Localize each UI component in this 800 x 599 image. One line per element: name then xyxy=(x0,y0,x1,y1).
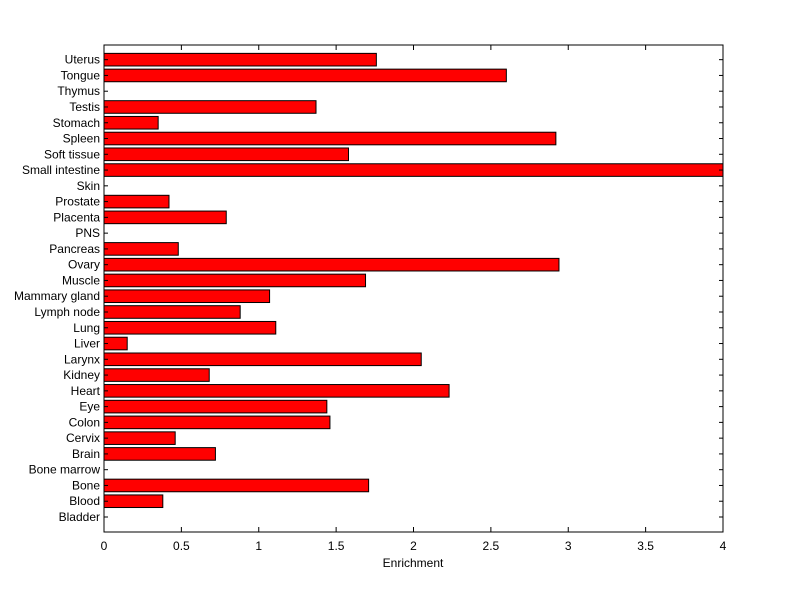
x-tick-label: 0.5 xyxy=(173,539,190,553)
y-tick-label: Brain xyxy=(72,447,100,461)
y-tick-label: Prostate xyxy=(55,195,100,209)
y-tick-label: Colon xyxy=(69,415,100,429)
y-tick-label: Testis xyxy=(69,100,100,114)
x-tick-label: 1.5 xyxy=(328,539,345,553)
y-tick-label: Larynx xyxy=(64,352,100,366)
bar-heart xyxy=(103,384,450,398)
y-tick-label: PNS xyxy=(75,226,100,240)
y-tick-label: Muscle xyxy=(62,273,100,287)
bar-muscle xyxy=(103,273,367,288)
y-tick-label: Heart xyxy=(71,384,101,398)
x-tick-label: 3.5 xyxy=(637,539,654,553)
y-tick-label: Blood xyxy=(69,494,100,508)
y-tick-label: Placenta xyxy=(53,210,100,224)
bar-eye xyxy=(103,399,328,414)
x-tick-label: 1 xyxy=(255,539,262,553)
y-tick-label: Mammary gland xyxy=(14,289,100,303)
y-tick-label: Lymph node xyxy=(34,305,100,319)
x-tick-label: 2.5 xyxy=(483,539,500,553)
y-tick-label: Bladder xyxy=(59,510,100,524)
x-tick-label: 4 xyxy=(720,539,727,553)
bar-placenta xyxy=(103,210,227,225)
y-tick-label: Uterus xyxy=(65,53,100,67)
y-tick-label: Tongue xyxy=(61,68,101,82)
y-tick-label: Bone xyxy=(72,478,100,492)
x-axis-label: Enrichment xyxy=(383,556,444,570)
x-tick-label: 0 xyxy=(101,539,108,553)
bar-prostate xyxy=(103,194,170,209)
bar-mammary-gland xyxy=(103,289,271,304)
bar-blood xyxy=(103,494,164,509)
y-tick-label: Stomach xyxy=(53,116,100,130)
bar-small-intestine xyxy=(103,163,724,177)
bar-soft-tissue xyxy=(103,147,350,162)
bar-kidney xyxy=(103,368,210,382)
y-tick-label: Soft tissue xyxy=(44,147,100,161)
bar-stomach xyxy=(103,115,159,130)
bar-bone xyxy=(103,478,370,493)
y-tick-label: Cervix xyxy=(66,431,100,445)
bar-lung xyxy=(103,320,277,335)
y-tick-label: Lung xyxy=(73,321,100,335)
bar-uterus xyxy=(103,52,377,67)
bar-tongue xyxy=(103,68,507,83)
x-axis-ticks: 0 0.5 1 1.5 2 2.5 3 3.5 4 xyxy=(101,45,727,553)
y-tick-label: Thymus xyxy=(57,84,100,98)
y-tick-label: Eye xyxy=(79,400,100,414)
x-tick-label: 2 xyxy=(410,539,417,553)
plot-frame xyxy=(103,44,724,533)
y-tick-label: Small intestine xyxy=(22,163,100,177)
bar-ovary xyxy=(103,257,560,272)
x-tick-label: 3 xyxy=(565,539,572,553)
bar-lymph-node xyxy=(103,305,241,319)
bar-brain xyxy=(103,447,216,461)
bar-testis xyxy=(103,100,317,114)
bar-colon xyxy=(103,415,331,430)
y-tick-label: Pancreas xyxy=(49,242,100,256)
bar-spleen xyxy=(103,131,557,146)
y-tick-label: Liver xyxy=(74,337,100,351)
y-tick-label: Bone marrow xyxy=(29,463,101,477)
y-tick-label: Kidney xyxy=(63,368,100,382)
bar-pancreas xyxy=(103,242,179,256)
y-tick-label: Skin xyxy=(77,179,100,193)
y-tick-label: Ovary xyxy=(68,258,100,272)
bar-larynx xyxy=(103,352,422,367)
bar-cervix xyxy=(103,431,176,445)
y-tick-label: Spleen xyxy=(63,132,100,146)
